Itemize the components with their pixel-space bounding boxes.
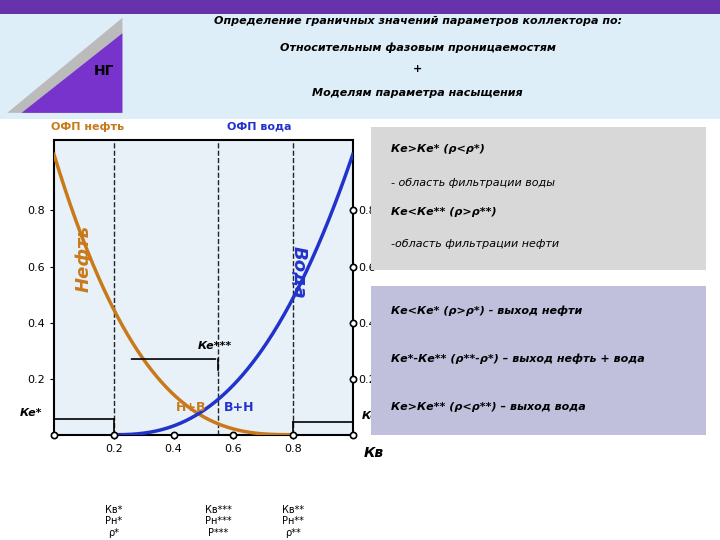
Text: Ке>Ке** (ρ<ρ**) – выход вода: Ке>Ке** (ρ<ρ**) – выход вода [391, 402, 585, 412]
Text: - область фильтрации воды: - область фильтрации воды [391, 178, 555, 188]
Text: Кв**
Рн**
ρ**: Кв** Рн** ρ** [282, 505, 304, 538]
Text: Ке>Ке* (ρ<ρ*): Ке>Ке* (ρ<ρ*) [391, 144, 485, 154]
Text: -область фильтрации нефти: -область фильтрации нефти [391, 239, 559, 248]
Text: Ке*-Ке** (ρ**-ρ*) – выход нефть + вода: Ке*-Ке** (ρ**-ρ*) – выход нефть + вода [391, 353, 644, 363]
Text: +: + [413, 64, 423, 74]
Text: ОФП вода: ОФП вода [228, 122, 292, 132]
Text: Кв*
Рн*
ρ*: Кв* Рн* ρ* [105, 505, 122, 538]
Text: Определение граничных значений параметров коллектора по:: Определение граничных значений параметро… [214, 16, 621, 26]
Text: Относительным фазовым проницаемостям: Относительным фазовым проницаемостям [279, 42, 556, 53]
Text: В+Н: В+Н [224, 401, 254, 414]
Text: Вода: Вода [290, 246, 308, 299]
Text: Нефть: Нефть [75, 225, 93, 292]
Text: Ке***: Ке*** [198, 341, 233, 351]
Polygon shape [7, 18, 122, 113]
FancyBboxPatch shape [364, 283, 712, 437]
Text: Ке<Ке** (ρ>ρ**): Ке<Ке** (ρ>ρ**) [391, 207, 497, 217]
Text: НГ: НГ [94, 64, 114, 78]
Text: Ке*: Ке* [19, 408, 42, 418]
Bar [0, 0, 720, 14]
Text: ОФП нефть: ОФП нефть [51, 122, 124, 132]
FancyBboxPatch shape [364, 124, 712, 273]
Text: Моделям параметра насыщения: Моделям параметра насыщения [312, 87, 523, 98]
Polygon shape [22, 33, 122, 113]
Text: Ке**: Ке** [361, 411, 390, 421]
Text: Кв***
Рн***
Р***: Кв*** Рн*** Р*** [205, 505, 232, 538]
Text: Н+В: Н+В [176, 401, 207, 414]
Text: Ке<Ке* (ρ>ρ*) - выход нефти: Ке<Ке* (ρ>ρ*) - выход нефти [391, 306, 582, 316]
Text: Кв: Кв [364, 447, 384, 461]
